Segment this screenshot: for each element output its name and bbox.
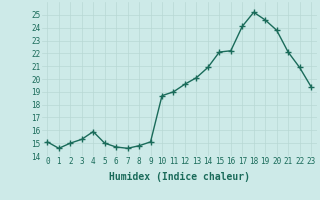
- X-axis label: Humidex (Indice chaleur): Humidex (Indice chaleur): [109, 172, 250, 182]
